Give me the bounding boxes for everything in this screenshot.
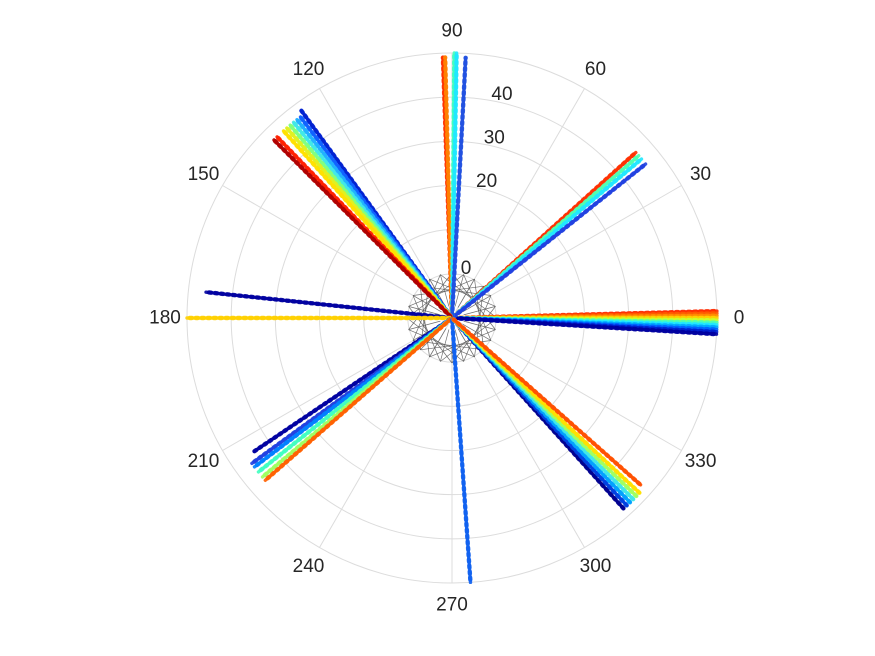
data-rays xyxy=(184,50,720,585)
data-ray-dots-10 xyxy=(452,315,719,337)
center-mesh-line xyxy=(440,329,450,362)
center-mesh-line xyxy=(463,274,492,341)
theta-tick-label-90: 90 xyxy=(441,21,462,42)
center-mesh-line xyxy=(412,295,441,362)
data-ray-dots-36 xyxy=(263,317,453,483)
center-mesh-line xyxy=(408,320,441,330)
center-mesh-line xyxy=(463,306,496,316)
center-mesh-line xyxy=(454,329,464,362)
data-ray-dots-44 xyxy=(451,317,643,488)
center-mesh-line xyxy=(408,306,441,316)
center-mesh-line xyxy=(408,272,453,330)
center-mesh-line xyxy=(457,328,475,358)
center-mesh-line xyxy=(412,274,441,341)
center-mesh-line xyxy=(429,329,496,358)
center-mesh-line xyxy=(440,274,450,307)
data-ray-dots-28 xyxy=(271,137,453,319)
theta-tick-label-180: 180 xyxy=(149,308,181,329)
center-mesh-line xyxy=(474,278,485,350)
center-mesh-line xyxy=(429,328,447,358)
center-mesh-line xyxy=(463,320,496,330)
theta-tick-label-30: 30 xyxy=(690,164,711,185)
theta-tick-label-150: 150 xyxy=(188,164,220,185)
center-mesh-line xyxy=(408,278,475,307)
center-mesh-line xyxy=(463,295,492,362)
center-mesh-line xyxy=(454,274,464,307)
theta-tick-label-120: 120 xyxy=(293,59,325,80)
r-tick-label-40: 40 xyxy=(491,84,512,105)
theta-tick-label-240: 240 xyxy=(293,556,325,577)
data-ray-dots-29 xyxy=(203,289,453,320)
r-tick-label-20: 20 xyxy=(476,171,497,192)
center-mesh-line xyxy=(412,285,484,296)
center-mesh-line xyxy=(462,323,492,341)
center-mesh-line xyxy=(412,295,442,313)
theta-tick-label-60: 60 xyxy=(585,59,606,80)
data-ray-dots-37 xyxy=(449,318,473,585)
center-mesh-line xyxy=(408,329,475,358)
r-tick-label-30: 30 xyxy=(484,128,505,149)
center-mesh-line xyxy=(457,278,475,308)
data-ray-dots-19 xyxy=(449,55,468,318)
theta-tick-label-0: 0 xyxy=(734,308,745,329)
theta-tick-label-210: 210 xyxy=(188,451,220,472)
theta-tick-label-270: 270 xyxy=(436,595,468,616)
center-mesh-line xyxy=(419,286,430,358)
theta-tick-label-330: 330 xyxy=(685,451,717,472)
r-tick-label-0: 0 xyxy=(461,258,472,279)
tick-labels: 0 30 60 90 120 150 180 210 240 270 300 330 0 20 30 40 xyxy=(149,21,744,616)
center-mesh-line xyxy=(462,295,492,313)
center-mesh-line xyxy=(429,278,496,307)
theta-tick-label-300: 300 xyxy=(580,556,612,577)
data-ray-dots-14 xyxy=(451,161,648,319)
